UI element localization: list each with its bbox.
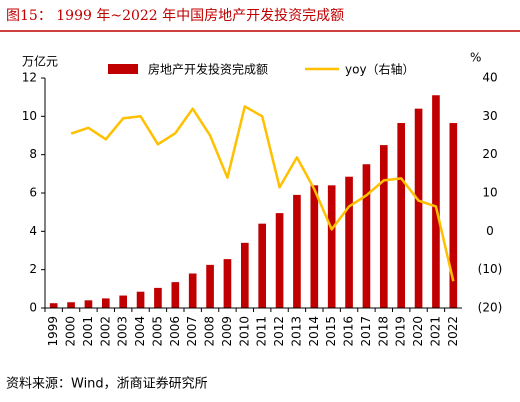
x-tick-label: 2002 xyxy=(98,316,112,347)
y2-tick-label: 20 xyxy=(482,147,497,161)
x-tick-label: 2003 xyxy=(116,316,130,347)
x-tick-label: 2018 xyxy=(376,316,390,347)
bar xyxy=(240,242,249,308)
bar xyxy=(171,282,180,308)
x-tick-label: 2008 xyxy=(203,316,217,347)
x-tick-label: 2015 xyxy=(324,316,338,347)
bar xyxy=(67,302,75,308)
bar xyxy=(258,223,267,308)
legend-swatch xyxy=(108,64,138,74)
x-tick-label: 2006 xyxy=(168,316,182,347)
bar xyxy=(206,264,214,308)
x-tick-label: 2014 xyxy=(307,316,321,347)
x-tick-label: 2000 xyxy=(64,316,78,347)
x-tick-label: 2004 xyxy=(133,316,147,347)
bar xyxy=(293,194,301,308)
x-tick-label: 2012 xyxy=(272,316,286,347)
bar xyxy=(119,295,128,308)
x-tick-label: 2020 xyxy=(411,316,425,347)
bar xyxy=(379,145,388,308)
source: 资料来源：Wind，浙商证券研究所 xyxy=(6,376,208,392)
line xyxy=(70,105,455,282)
x-tick-label: 2016 xyxy=(342,316,356,347)
y-tick-label: 0 xyxy=(29,301,37,315)
y2-tick-label: 40 xyxy=(482,71,497,85)
bar xyxy=(310,185,319,308)
y2-tick-label: 10 xyxy=(482,186,497,200)
bar xyxy=(345,176,353,308)
y-tick-label: 8 xyxy=(29,147,37,161)
bar xyxy=(49,303,58,308)
legend-label: yoy（右轴） xyxy=(345,62,415,77)
y2-tick-label: (10) xyxy=(478,262,503,276)
bar xyxy=(432,95,440,308)
chart-title: 图15： 1999 年~2022 年中国房地产开发投资完成额 xyxy=(6,8,344,24)
bar xyxy=(84,300,93,308)
y-tick-label: 4 xyxy=(29,224,37,238)
x-tick-label: 2017 xyxy=(359,316,373,347)
y-tick-label: 10 xyxy=(22,109,37,123)
x-tick-label: 2013 xyxy=(289,316,303,347)
bar xyxy=(136,291,145,308)
bar xyxy=(223,259,232,308)
y-tick-label: 2 xyxy=(29,262,37,276)
y-tick-label: 12 xyxy=(22,71,37,85)
bar xyxy=(362,164,371,308)
y-tick-label: 6 xyxy=(29,186,37,200)
bar xyxy=(154,287,162,308)
x-tick-label: 2009 xyxy=(220,316,234,347)
bar xyxy=(275,213,284,308)
bar xyxy=(188,273,197,308)
x-tick-label: 2001 xyxy=(81,316,95,347)
y2-tick-label: (20) xyxy=(478,301,503,315)
y2-unit: % xyxy=(470,51,481,65)
x-tick-label: 2022 xyxy=(446,316,460,347)
y2-tick-label: 0 xyxy=(486,224,494,238)
bar xyxy=(397,123,406,309)
legend-label: 房地产开发投资完成额 xyxy=(148,62,268,77)
x-tick-label: 2021 xyxy=(428,316,442,347)
x-tick-label: 2007 xyxy=(185,316,199,347)
bar xyxy=(414,108,423,309)
y-unit: 万亿元 xyxy=(22,54,58,69)
x-tick-label: 1999 xyxy=(46,316,60,347)
x-tick-label: 2019 xyxy=(394,316,408,347)
x-tick-label: 2010 xyxy=(237,316,251,347)
y2-tick-label: 30 xyxy=(482,109,497,123)
bar xyxy=(327,185,336,308)
x-tick-label: 2005 xyxy=(150,316,164,347)
x-tick-label: 2011 xyxy=(255,316,269,347)
bar xyxy=(101,298,110,308)
bar xyxy=(449,123,458,309)
